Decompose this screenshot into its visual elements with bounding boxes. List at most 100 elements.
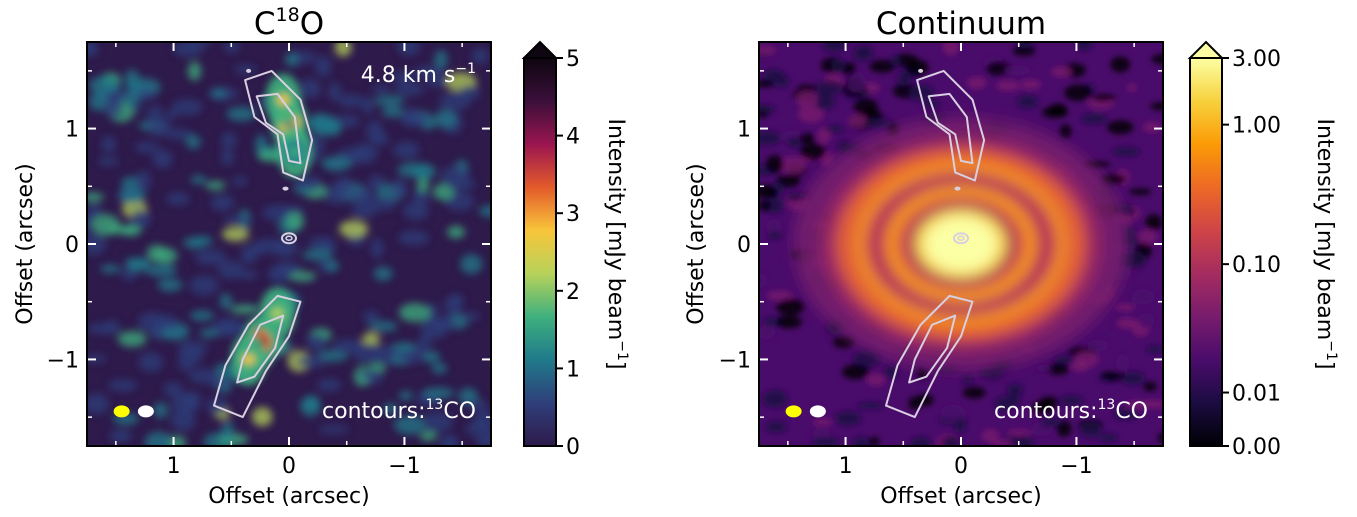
noise-blob xyxy=(1059,395,1084,406)
noise-blob xyxy=(471,47,489,65)
noise-blob xyxy=(423,411,453,433)
noise-blob xyxy=(164,110,178,120)
contour-line xyxy=(236,314,285,384)
continuum-colorbar-label: Intensity [mJy beam−1] xyxy=(1312,119,1339,370)
noise-blob xyxy=(237,270,258,280)
noise-blob xyxy=(779,156,806,174)
noise-blob xyxy=(221,148,235,166)
noise-blob xyxy=(101,135,117,154)
noise-blob xyxy=(759,273,768,288)
contour-line xyxy=(885,294,974,419)
noise-blob xyxy=(1098,433,1118,442)
noise-blob xyxy=(1145,214,1163,231)
noise-blob xyxy=(288,271,316,282)
noise-blob xyxy=(189,275,219,296)
x-tick-label: 0 xyxy=(282,454,296,479)
noise-blob xyxy=(352,143,378,164)
noise-blob xyxy=(334,42,352,57)
continuum-title: Continuum xyxy=(876,6,1046,42)
noise-blob xyxy=(185,134,201,150)
noise-blob xyxy=(352,187,375,209)
noise-blob xyxy=(358,369,383,379)
noise-blob xyxy=(1064,84,1092,102)
contour-line xyxy=(213,294,302,419)
noise-blob xyxy=(87,192,104,202)
noise-blob xyxy=(317,378,342,392)
c13o-contours xyxy=(213,68,314,419)
contour-center xyxy=(953,232,969,245)
noise-blob xyxy=(1045,363,1070,375)
noise-blob xyxy=(306,333,327,351)
noise-blob xyxy=(362,332,380,346)
noise-blob xyxy=(906,59,929,76)
noise-blob xyxy=(251,407,273,427)
noise-layer xyxy=(87,42,491,446)
noise-blob xyxy=(199,328,219,338)
noise-blob xyxy=(217,260,244,280)
noise-blob xyxy=(1100,371,1125,379)
noise-blob xyxy=(373,266,393,281)
x-tick-label: −1 xyxy=(388,454,420,479)
noise-blob xyxy=(318,425,349,434)
noise-blob xyxy=(426,75,448,88)
noise-blob xyxy=(776,298,805,316)
contour-line xyxy=(916,69,986,182)
noise-blob xyxy=(1129,188,1152,195)
noise-blob xyxy=(1113,408,1139,420)
contour-dot xyxy=(246,68,252,73)
noise-blob xyxy=(448,294,465,305)
noise-blob xyxy=(147,118,171,137)
noise-blob xyxy=(1050,66,1072,78)
noise-blob xyxy=(909,436,932,446)
gap-1 xyxy=(905,200,1017,288)
contour-line xyxy=(908,314,957,384)
c18o-axes-frame xyxy=(86,41,492,447)
noise-blob xyxy=(144,431,174,446)
noise-blob xyxy=(1006,384,1024,394)
noise-blob xyxy=(1115,354,1130,372)
noise-blob xyxy=(822,42,847,52)
noise-blob xyxy=(398,390,413,401)
noise-blob xyxy=(296,355,327,369)
noise-blob xyxy=(222,226,250,242)
noise-blob xyxy=(121,176,141,192)
noise-blob xyxy=(109,429,133,443)
beam-ellipse xyxy=(785,405,802,418)
noise-blob xyxy=(366,120,384,142)
noise-blob xyxy=(370,197,396,211)
noise-blob xyxy=(834,411,862,426)
noise-blob xyxy=(796,90,818,109)
noise-blob xyxy=(458,387,478,405)
noise-blob xyxy=(210,194,235,212)
contour-dot xyxy=(954,186,961,191)
noise-blob xyxy=(916,367,927,380)
noise-blob xyxy=(470,399,488,412)
noise-blob xyxy=(478,205,491,217)
noise-blob xyxy=(391,71,415,83)
noise-blob xyxy=(1149,102,1163,111)
noise-blob xyxy=(799,132,815,144)
noise-blob xyxy=(368,321,398,332)
noise-blob xyxy=(786,192,809,202)
noise-blob xyxy=(146,244,167,263)
noise-blob xyxy=(87,42,96,54)
noise-blob xyxy=(1143,381,1157,392)
noise-blob xyxy=(967,76,987,90)
contour-line xyxy=(255,92,302,165)
beam-ellipse xyxy=(809,405,826,418)
noise-blob xyxy=(372,84,390,94)
noise-blob xyxy=(295,175,323,192)
contour-dot xyxy=(282,186,289,191)
colorbar-extend-arrow xyxy=(1187,40,1225,59)
noise-blob xyxy=(810,429,831,437)
noise-blob xyxy=(1080,113,1108,125)
noise-blob xyxy=(1151,53,1163,65)
noise-blob xyxy=(853,349,880,368)
contour-line xyxy=(244,69,314,182)
noise-blob xyxy=(332,339,363,354)
x-tick-label: 1 xyxy=(839,454,853,479)
noise-blob xyxy=(234,64,257,74)
noise-blob xyxy=(118,188,146,204)
x-tick-label: 0 xyxy=(954,454,968,479)
